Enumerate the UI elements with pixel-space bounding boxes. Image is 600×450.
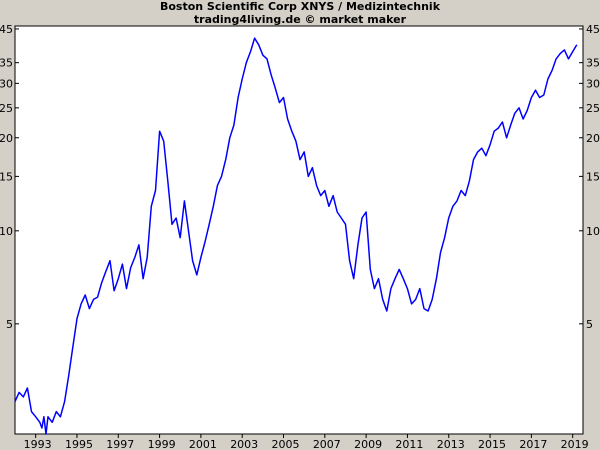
x-tick-label: 2009 [354, 438, 382, 450]
x-tick-label: 2001 [189, 438, 217, 450]
y-tick-label-right: 5 [586, 318, 593, 331]
x-tick-label: 2019 [561, 438, 589, 450]
y-tick-label-left: 45 [0, 23, 13, 36]
y-tick-label-right: 45 [586, 23, 600, 36]
y-tick-label-right: 10 [586, 225, 600, 238]
y-tick-label-left: 35 [0, 57, 13, 70]
x-tick-label: 2007 [313, 438, 341, 450]
y-tick-label-left: 15 [0, 170, 13, 183]
chart-title: Boston Scientific Corp XNYS / Medizintec… [160, 0, 441, 13]
y-tick-label-left: 25 [0, 102, 13, 115]
plot-area [14, 25, 584, 435]
series-line [14, 37, 578, 435]
x-tick-label: 1999 [148, 438, 176, 450]
x-tick-label: 2015 [478, 438, 506, 450]
y-tick-label-right: 25 [586, 102, 600, 115]
x-tick-label: 1993 [24, 438, 52, 450]
x-axis: 1993 1995 1997 1999 2001 2003 2005 2007 2009 2011… [24, 434, 589, 450]
series-group [14, 37, 578, 435]
x-tick-label: 2013 [437, 438, 465, 450]
x-tick-label: 1997 [106, 438, 134, 450]
y-axis-left: 5 10 15 20 25 30 35 45 [0, 23, 19, 331]
y-tick-label-right: 15 [586, 170, 600, 183]
y-tick-label-right: 20 [586, 132, 600, 145]
y-tick-label-left: 10 [0, 225, 13, 238]
x-tick-label: 1995 [65, 438, 93, 450]
x-tick-label: 2017 [519, 438, 547, 450]
y-tick-label-right: 35 [586, 57, 600, 70]
chart-subtitle: trading4living.de © market maker [194, 13, 407, 26]
y-tick-label-left: 30 [0, 77, 13, 90]
x-tick-label: 2005 [272, 438, 300, 450]
x-tick-label: 2011 [395, 438, 423, 450]
y-tick-label-right: 30 [586, 77, 600, 90]
y-tick-label-left: 20 [0, 132, 13, 145]
y-axis-right: 5 10 15 20 25 30 35 45 [579, 23, 600, 331]
x-tick-label: 2003 [230, 438, 258, 450]
y-tick-label-left: 5 [6, 318, 13, 331]
